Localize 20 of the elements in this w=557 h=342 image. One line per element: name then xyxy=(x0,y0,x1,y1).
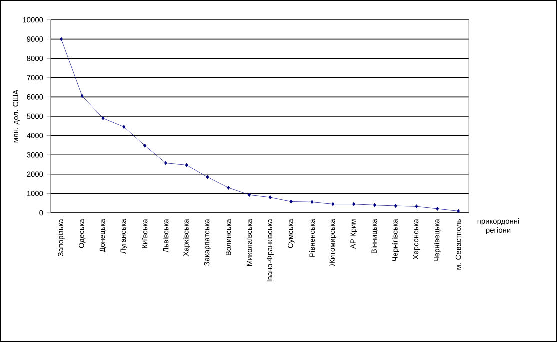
point xyxy=(310,200,314,204)
point xyxy=(457,209,460,214)
point xyxy=(206,175,210,180)
point xyxy=(144,144,147,148)
point xyxy=(102,116,105,120)
point xyxy=(185,163,188,168)
point xyxy=(436,206,440,211)
point xyxy=(415,204,418,209)
point xyxy=(60,37,63,42)
point xyxy=(332,202,335,206)
point xyxy=(290,200,293,204)
point xyxy=(164,161,168,166)
point xyxy=(122,125,126,130)
point xyxy=(352,202,356,206)
point xyxy=(394,204,398,208)
point xyxy=(268,196,272,200)
point xyxy=(80,94,84,98)
point xyxy=(227,186,230,190)
point xyxy=(373,203,376,208)
point xyxy=(248,193,252,198)
